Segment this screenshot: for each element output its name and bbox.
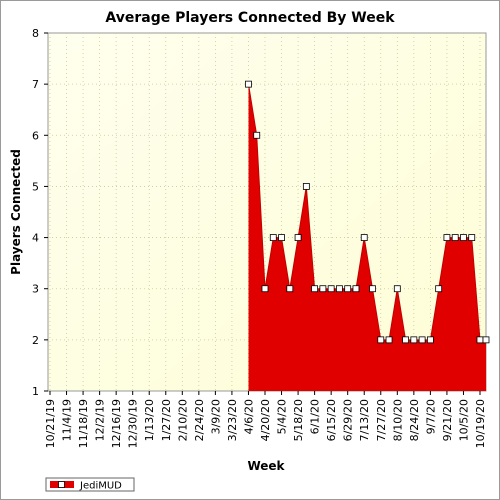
x-tick-label: 12/30/19 <box>127 399 140 448</box>
x-tick-label: 7/13/20 <box>358 399 371 441</box>
x-tick-label: 2/10/20 <box>176 399 189 441</box>
x-tick-label: 10/5/20 <box>457 399 470 441</box>
y-tick-label: 2 <box>32 334 39 347</box>
data-point <box>344 285 352 293</box>
x-tick-label: 4/20/20 <box>259 399 272 441</box>
x-tick-label: 6/15/20 <box>325 399 338 441</box>
chart-title: Average Players Connected By Week <box>105 10 395 26</box>
data-point <box>426 336 434 344</box>
x-tick-label: 9/7/20 <box>424 399 437 434</box>
data-point <box>311 285 319 293</box>
data-point <box>402 336 409 344</box>
x-axis-label: Week <box>247 459 285 473</box>
series-area <box>248 84 486 391</box>
x-tick-label: 1/27/20 <box>160 399 173 441</box>
data-point <box>302 183 310 190</box>
x-tick-label: 6/1/20 <box>309 399 322 434</box>
legend-marker-icon <box>58 481 65 488</box>
y-tick-label: 7 <box>32 78 39 91</box>
data-point <box>369 285 376 293</box>
data-point <box>435 285 443 293</box>
data-point <box>360 234 368 241</box>
data-point <box>385 336 393 344</box>
x-tick-label: 4/6/20 <box>242 399 255 434</box>
y-tick-label: 6 <box>32 129 39 142</box>
data-point <box>286 285 294 293</box>
y-tick-label: 8 <box>32 27 39 40</box>
x-tick-label: 3/9/20 <box>209 399 222 434</box>
data-point <box>468 234 476 241</box>
data-point <box>352 285 360 293</box>
data-point <box>269 234 277 241</box>
data-point <box>410 336 418 344</box>
x-tick-label: 8/24/20 <box>408 399 421 441</box>
y-tick-label: 1 <box>32 385 39 398</box>
x-tick-label: 11/4/19 <box>61 399 74 441</box>
x-tick-label: 7/27/20 <box>375 399 388 441</box>
data-point <box>319 285 327 293</box>
data-point <box>393 285 401 293</box>
y-tick-label: 3 <box>32 283 39 296</box>
data-point <box>451 234 459 241</box>
data-point <box>377 336 385 344</box>
y-axis-label: Players Connected <box>9 149 23 275</box>
data-point <box>460 234 467 241</box>
x-tick-label: 10/19/20 <box>474 399 487 448</box>
y-tick-label: 4 <box>32 232 39 245</box>
data-point <box>261 285 269 293</box>
data-point <box>476 336 484 344</box>
data-point <box>253 131 261 139</box>
x-tick-label: 8/10/20 <box>391 399 404 441</box>
x-tick-label: 9/21/20 <box>441 399 454 441</box>
x-tick-label: 5/4/20 <box>276 399 289 434</box>
x-tick-label: 10/21/19 <box>44 399 57 448</box>
data-point <box>443 234 451 241</box>
x-tick-label: 11/18/19 <box>77 399 90 448</box>
legend: JediMUD <box>45 477 135 492</box>
data-point <box>418 336 426 344</box>
data-point <box>294 234 302 241</box>
x-tick-label: 12/2/19 <box>94 399 107 441</box>
x-tick-label: 12/16/19 <box>110 399 123 448</box>
x-tick-label: 5/18/20 <box>292 399 305 441</box>
data-point <box>482 336 490 344</box>
x-tick-label: 3/23/20 <box>226 399 239 441</box>
x-tick-label: 2/24/20 <box>193 399 206 441</box>
legend-entry-jedimud: JediMUD <box>79 481 122 492</box>
data-point <box>245 80 252 88</box>
data-point <box>336 285 343 293</box>
x-tick-label: 1/13/20 <box>143 399 156 441</box>
data-point <box>278 234 285 241</box>
x-tick-label: 6/29/20 <box>342 399 355 441</box>
data-point <box>327 285 335 293</box>
y-tick-label: 5 <box>32 180 39 193</box>
